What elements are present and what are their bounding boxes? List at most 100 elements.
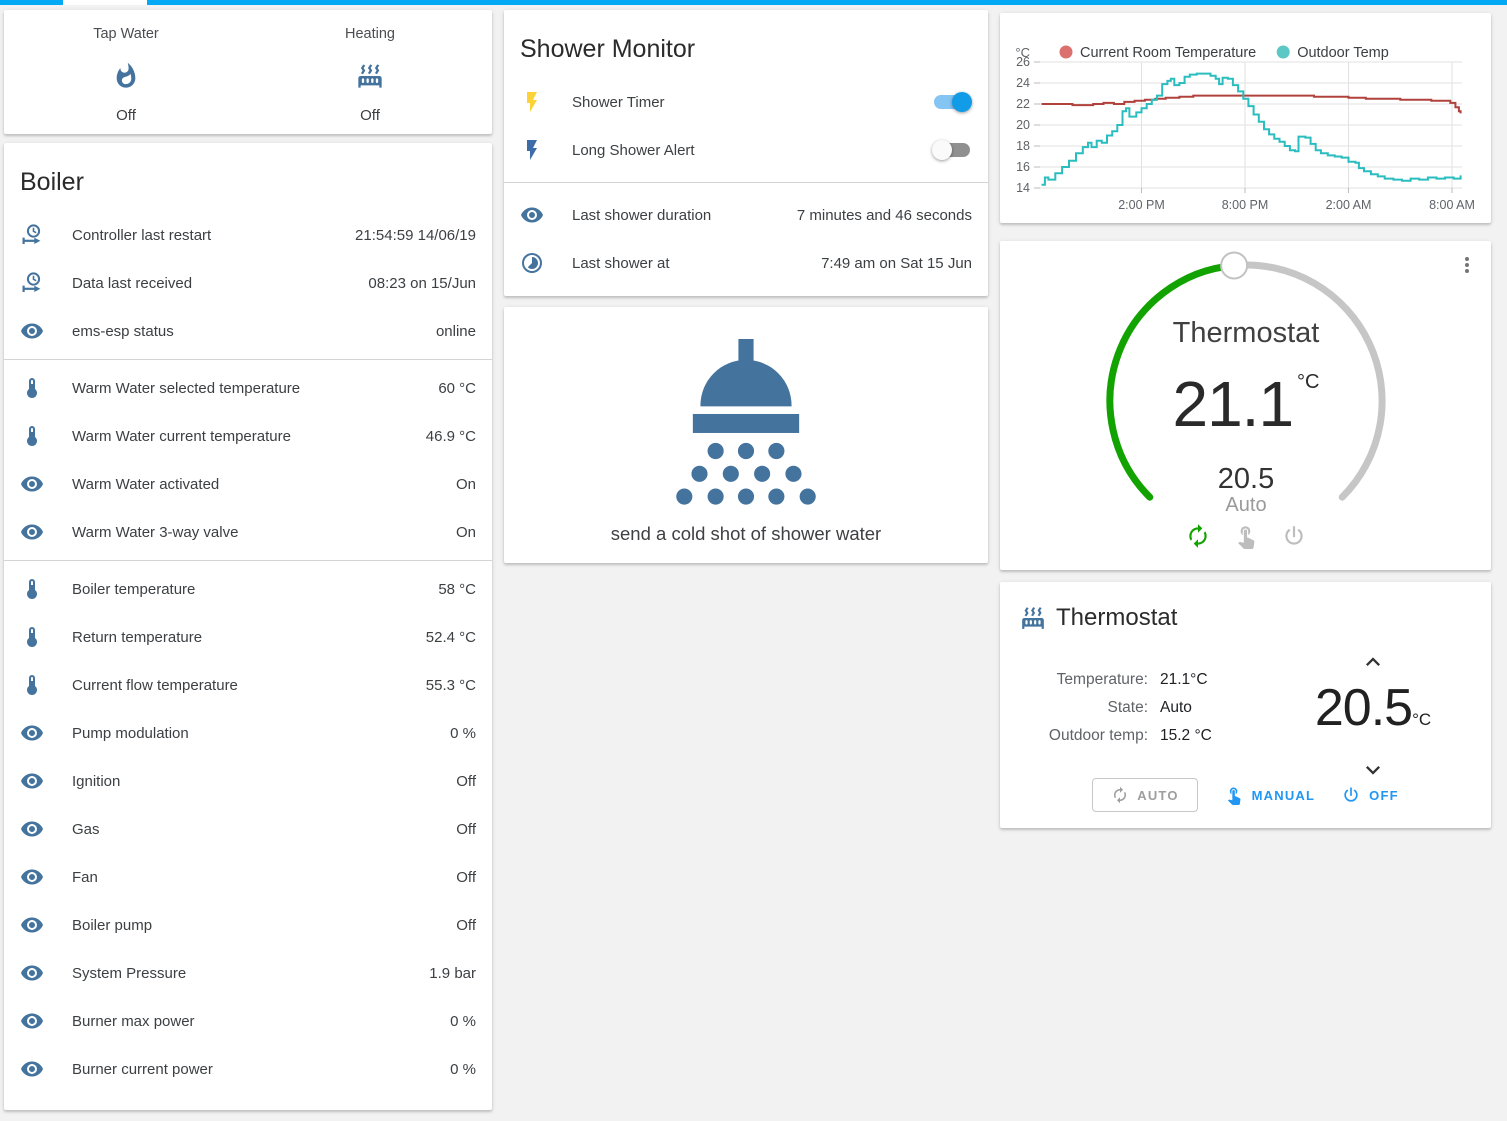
shower-monitor-rows: Shower Timer Long Shower Alert Last shower… <box>504 78 988 287</box>
entity-state: Off <box>456 868 476 886</box>
eye-icon <box>20 817 44 841</box>
entity-state: 46.9 °C <box>425 427 476 445</box>
mode-button-label: MANUAL <box>1251 787 1316 803</box>
radiator-icon <box>1020 605 1046 631</box>
entity-state: 21:54:59 14/06/19 <box>355 226 476 244</box>
entity-state: 0 % <box>450 724 476 742</box>
fire-icon <box>112 62 140 90</box>
boiler-row-ems-esp-status[interactable]: ems-esp status online <box>4 307 492 355</box>
setpoint-stepper: 20.5°C <box>1315 648 1431 780</box>
dial-knob[interactable] <box>1220 251 1249 280</box>
boiler-row-boiler-temperature[interactable]: Boiler temperature 58 °C <box>4 565 492 613</box>
state-cell-heating[interactable]: Heating Off <box>248 10 492 134</box>
entity-name: Boiler pump <box>72 916 153 934</box>
entity-state: 55.3 °C <box>425 676 476 694</box>
boiler-row-warm-water-current-temperature[interactable]: Warm Water current temperature 46.9 °C <box>4 412 492 460</box>
shower-timer-toggle[interactable] <box>932 91 972 113</box>
setpoint-value: 20.5°C <box>1315 672 1431 756</box>
boiler-row-pump-modulation[interactable]: Pump modulation 0 % <box>4 709 492 757</box>
eye-icon <box>20 1057 44 1081</box>
boiler-row-warm-water-activated[interactable]: Warm Water activated On <box>4 460 492 508</box>
hand-icon[interactable] <box>1233 523 1259 549</box>
info-value: 21.1°C <box>1160 671 1208 688</box>
thermometer-icon <box>20 625 44 649</box>
entity-name: Last shower at <box>572 254 670 272</box>
power-icon[interactable] <box>1281 523 1307 549</box>
entity-name: Fan <box>72 868 98 886</box>
dial-mode-label: Auto <box>1225 494 1267 516</box>
boiler-row-controller-last-restart[interactable]: Controller last restart 21:54:59 14/06/19 <box>4 211 492 259</box>
eye-icon <box>20 319 44 343</box>
boiler-row-return-temperature[interactable]: Return temperature 52.4 °C <box>4 613 492 661</box>
thermometer-icon <box>20 376 44 400</box>
svg-text:22: 22 <box>1016 97 1030 111</box>
shower-action-caption: send a cold shot of shower water <box>610 523 882 544</box>
svg-text:18: 18 <box>1016 139 1030 153</box>
entity-state: Off <box>456 820 476 838</box>
entity-name: Warm Water activated <box>72 475 220 493</box>
svg-text:16: 16 <box>1016 160 1030 174</box>
thermostat-dial[interactable] <box>1000 241 1491 561</box>
shower-head-icon <box>670 339 822 512</box>
dial-setpoint: 20.5 <box>1217 463 1275 495</box>
boiler-row-current-flow-temperature[interactable]: Current flow temperature 55.3 °C <box>4 661 492 709</box>
flash-icon <box>520 138 544 162</box>
chevron-down-icon[interactable] <box>1359 756 1387 780</box>
state-value: Off <box>360 107 380 124</box>
state-label: Tap Water <box>93 26 159 42</box>
header-active-tab-indicator[interactable] <box>63 0 147 5</box>
thermostat-card-title: Thermostat <box>1056 604 1178 631</box>
boiler-row-data-last-received[interactable]: Data last received 08:23 on 15/Jun <box>4 259 492 307</box>
thermometer-icon <box>20 673 44 697</box>
off-button[interactable]: OFF <box>1341 785 1399 805</box>
setpoint-number: 20.5 <box>1314 679 1413 737</box>
boiler-row-warm-water-3-way-valve[interactable]: Warm Water 3-way valve On <box>4 508 492 556</box>
entity-state: 08:23 on 15/Jun <box>368 274 476 292</box>
setpoint-unit: °C <box>1412 710 1432 729</box>
entity-name: Controller last restart <box>72 226 212 244</box>
boiler-row-system-pressure[interactable]: System Pressure 1.9 bar <box>4 949 492 997</box>
shower-row-last-shower-duration[interactable]: Last shower duration 7 minutes and 46 sec… <box>504 191 988 239</box>
entity-state: 7:49 am on Sat 15 Jun <box>821 254 972 272</box>
entity-name: Current flow temperature <box>72 676 238 694</box>
boiler-row-burner-current-power[interactable]: Burner current power 0 % <box>4 1045 492 1093</box>
chevron-up-icon[interactable] <box>1359 648 1387 672</box>
entity-name: Warm Water 3-way valve <box>72 523 239 541</box>
entity-name: Ignition <box>72 772 121 790</box>
eye-icon <box>520 203 544 227</box>
divider <box>4 359 492 360</box>
boiler-row-ignition[interactable]: Ignition Off <box>4 757 492 805</box>
long-shower-alert-toggle[interactable] <box>932 139 972 161</box>
auto-button[interactable]: AUTO <box>1092 778 1198 812</box>
manual-button[interactable]: MANUAL <box>1224 785 1316 805</box>
autorenew-icon[interactable] <box>1185 523 1211 549</box>
entity-name: Burner max power <box>72 1012 195 1030</box>
boiler-card: Boiler Controller last restart 21:54:59 1… <box>4 143 492 1110</box>
state-cell-tap-water[interactable]: Tap Water Off <box>4 10 248 134</box>
boiler-row-burner-max-power[interactable]: Burner max power 0 % <box>4 997 492 1045</box>
info-value: 15.2 °C <box>1160 727 1212 744</box>
header-bar <box>0 0 1507 5</box>
entity-state: Off <box>456 772 476 790</box>
boiler-row-boiler-pump[interactable]: Boiler pump Off <box>4 901 492 949</box>
entity-name: Warm Water selected temperature <box>72 379 301 397</box>
thermostat-mode-buttons: AUTO MANUAL OFF <box>1000 778 1491 812</box>
eye-icon <box>20 769 44 793</box>
shower-row-last-shower-at[interactable]: Last shower at 7:49 am on Sat 15 Jun <box>504 239 988 287</box>
shower-action-card[interactable]: send a cold shot of shower water <box>504 307 988 563</box>
dial-current-value: 21.1 <box>1172 368 1294 440</box>
boiler-row-warm-water-selected-temperature[interactable]: Warm Water selected temperature 60 °C <box>4 364 492 412</box>
thermometer-icon <box>20 577 44 601</box>
entity-state: On <box>455 523 476 541</box>
temperature-history-chart-card: 26 24 22 20 18 16 14 2:00 PM 8:00 PM 2:00 AM 8:00 … <box>1000 13 1491 223</box>
dial-current-temperature: 21.1 °C <box>1096 367 1396 441</box>
timelapse-icon <box>520 251 544 275</box>
entity-name: Data last received <box>72 274 193 292</box>
clock-start-icon <box>20 223 44 247</box>
shower-monitor-title: Shower Monitor <box>520 35 696 63</box>
boiler-row-fan[interactable]: Fan Off <box>4 853 492 901</box>
boiler-row-gas[interactable]: Gas Off <box>4 805 492 853</box>
thermostat-info-list: Temperature: 21.1°C State: Auto Outdoor temp… <box>1000 670 1212 745</box>
card-menu-dots-icon[interactable] <box>1455 253 1479 277</box>
